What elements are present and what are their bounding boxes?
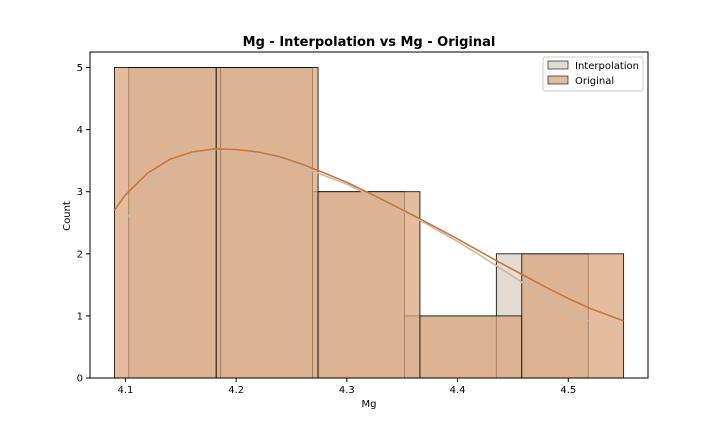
x-axis-label: Mg (362, 399, 377, 410)
bar-original-4 (521, 253, 625, 379)
y-tick-label: 5 (77, 63, 83, 74)
bars-layer (113, 67, 625, 379)
bar-original-3 (419, 315, 523, 379)
legend-swatch-interpolation (547, 60, 569, 70)
chart-title: Mg - Interpolation vs Mg - Original (243, 35, 496, 50)
y-axis: 0 1 2 3 4 5 (77, 63, 90, 385)
kde-layer (113, 148, 624, 322)
legend-label-original: Original (575, 76, 614, 87)
plot-frame (89, 51, 649, 379)
x-tick-label: 4.1 (117, 385, 133, 396)
legend-label-interpolation: Interpolation (575, 61, 639, 72)
bar-original-1 (215, 67, 319, 379)
legend: Interpolation Original (542, 56, 644, 92)
bar-original-0 (113, 67, 217, 379)
y-tick-label: 2 (77, 249, 83, 260)
y-tick-label: 4 (77, 125, 83, 136)
legend-swatch-original (547, 75, 569, 85)
y-axis-label: Count (62, 201, 73, 231)
y-tick-label: 3 (77, 187, 83, 198)
x-tick-label: 4.2 (228, 385, 244, 396)
x-tick-label: 4.3 (339, 385, 355, 396)
bar-original-2 (317, 191, 421, 379)
y-tick-label: 0 (77, 374, 83, 385)
kde-line-original (113, 148, 624, 322)
x-tick-label: 4.4 (450, 385, 466, 396)
x-axis: 4.1 4.2 4.3 4.4 4.5 (117, 378, 576, 396)
y-tick-label: 1 (77, 311, 83, 322)
kde-line-interpolation (128, 148, 589, 322)
x-tick-label: 4.5 (560, 385, 576, 396)
